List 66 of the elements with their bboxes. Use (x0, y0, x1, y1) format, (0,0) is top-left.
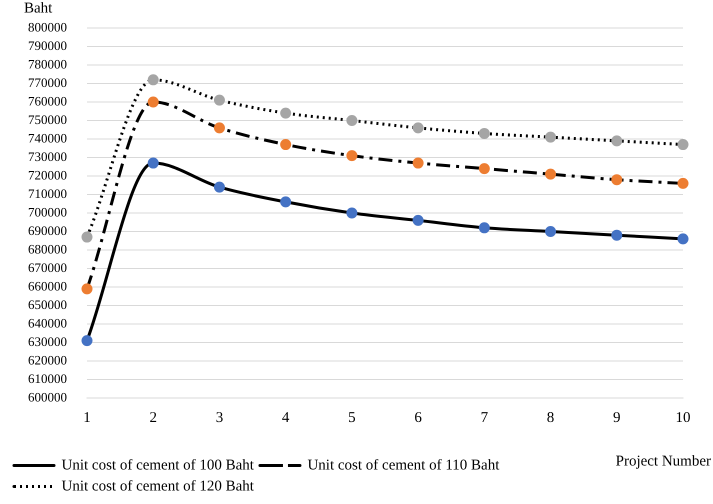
point (82, 283, 92, 294)
x-tick-label: 2 (149, 410, 157, 426)
x-tick-label: 8 (546, 410, 554, 426)
point (280, 139, 292, 150)
y-tick-label: 790000 (28, 38, 67, 53)
legend-label: Unit cost of cement of 100 Baht (62, 457, 255, 474)
y-tick-label: 700000 (28, 204, 67, 220)
y-tick-label: 780000 (28, 56, 67, 72)
point (82, 335, 92, 346)
y-tick-label: 690000 (28, 222, 67, 238)
point (611, 230, 622, 241)
point (148, 158, 159, 169)
legend-label: Unit cost of cement of 120 Baht (62, 478, 255, 494)
x-tick-label: 1 (83, 410, 91, 426)
y-tick-label: 680000 (28, 241, 67, 256)
point (280, 196, 292, 208)
point (678, 178, 688, 189)
point (280, 108, 292, 119)
point (148, 74, 159, 86)
y-tick-label: 770000 (28, 74, 67, 90)
y-tick-label: 630000 (28, 334, 67, 349)
point (346, 150, 358, 162)
x-tick-label: 7 (480, 410, 489, 426)
x-axis-title: Project Number (616, 453, 712, 470)
y-tick-label: 600000 (28, 389, 67, 404)
point (611, 174, 622, 186)
y-tick-label: 750000 (28, 112, 67, 127)
y-tick-label: 650000 (28, 296, 67, 312)
point (678, 233, 688, 244)
y-tick-label: 670000 (28, 260, 67, 275)
y-tick-label: 660000 (28, 278, 67, 294)
point (346, 208, 358, 218)
x-tick-label: 6 (414, 410, 422, 426)
y-tick-label: 720000 (28, 167, 67, 182)
point (214, 122, 225, 134)
point (346, 115, 358, 126)
point (545, 168, 556, 180)
point (82, 232, 92, 243)
x-tick-label: 9 (613, 410, 621, 426)
point (412, 122, 424, 134)
x-tick-label: 3 (216, 410, 224, 426)
point (678, 139, 688, 150)
point (412, 214, 424, 226)
x-tick-label: 10 (676, 410, 690, 426)
point (611, 135, 622, 146)
y-tick-label: 710000 (28, 186, 67, 201)
point (214, 182, 225, 193)
point (214, 94, 225, 106)
y-tick-label: 760000 (28, 93, 67, 108)
legend-label: Unit cost of cement of 110 Baht (307, 457, 500, 474)
point (545, 132, 556, 143)
y-tick-label: 740000 (28, 130, 67, 146)
y-tick-label: 800000 (28, 19, 67, 34)
y-tick-label: 620000 (28, 352, 67, 368)
point (148, 96, 159, 108)
y-tick-label: 640000 (28, 315, 67, 330)
y-axis-title: Baht (24, 0, 54, 16)
point (478, 222, 490, 234)
point (478, 128, 490, 139)
y-tick-label: 730000 (28, 148, 67, 164)
point (478, 163, 490, 174)
point (545, 226, 556, 237)
y-tick-label: 610000 (28, 370, 67, 386)
x-tick-label: 4 (282, 410, 290, 426)
x-tick-label: 5 (348, 410, 356, 426)
point (412, 158, 424, 169)
